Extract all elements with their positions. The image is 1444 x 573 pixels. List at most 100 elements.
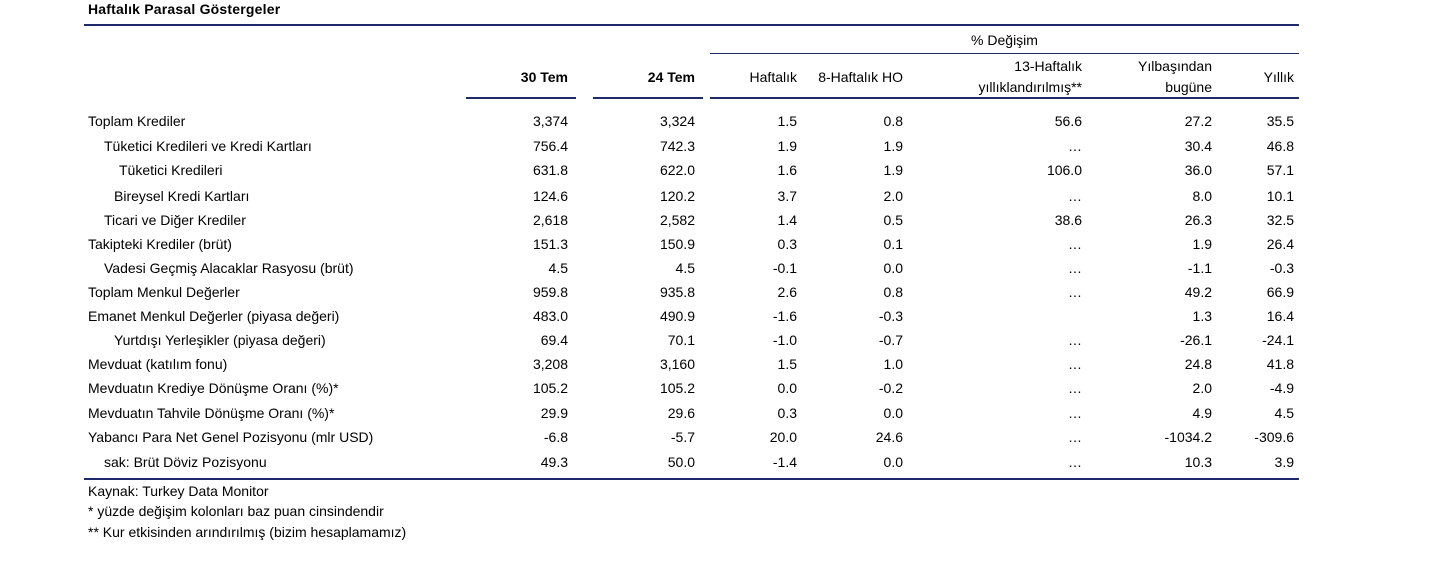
row-label: Toplam Menkul Değerler — [88, 284, 240, 300]
row-label: Mevduat (katılım fonu) — [88, 356, 228, 372]
cell-8-haftalik-ho: -0.7 — [878, 332, 903, 348]
cell-30-tem: 4.5 — [548, 260, 568, 276]
cell-yillik: 35.5 — [1266, 113, 1294, 129]
row-label: Vadesi Geçmiş Alacaklar Rasyosu (brüt) — [104, 260, 354, 276]
cell-24-tem: -5.7 — [670, 429, 695, 445]
cell-8-haftalik-ho: 0.0 — [883, 454, 903, 470]
cell-haftalik: -1.6 — [772, 308, 797, 324]
table-row: Mevduatın Tahvile Dönüşme Oranı (%)* 29.… — [0, 403, 1444, 423]
table-row: Mevduatın Krediye Dönüşme Oranı (%)* 105… — [0, 378, 1444, 398]
cell-yilbasindan: 10.3 — [1184, 454, 1212, 470]
row-label: Toplam Krediler — [88, 113, 186, 129]
cell-13-haftalik: 56.6 — [1054, 113, 1082, 129]
cell-8-haftalik-ho: 1.9 — [883, 162, 903, 178]
cell-yillik: 26.4 — [1266, 236, 1294, 252]
cell-13-haftalik: … — [1068, 284, 1082, 300]
table-title: Haftalık Parasal Göstergeler — [88, 1, 281, 17]
table-row: Vadesi Geçmiş Alacaklar Rasyosu (brüt) 4… — [0, 258, 1444, 278]
cell-30-tem: 959.8 — [532, 284, 568, 300]
row-label: Tüketici Kredileri ve Kredi Kartları — [104, 138, 312, 154]
cell-30-tem: 3,208 — [532, 356, 568, 372]
cell-yillik: 66.9 — [1266, 284, 1294, 300]
cell-24-tem: 120.2 — [659, 188, 695, 204]
table-row: Mevduat (katılım fonu) 3,208 3,160 1.5 1… — [0, 354, 1444, 374]
cell-haftalik: -1.4 — [772, 454, 797, 470]
cell-24-tem: 70.1 — [667, 332, 695, 348]
cell-yillik: 10.1 — [1266, 188, 1294, 204]
cell-13-haftalik: … — [1068, 405, 1082, 421]
row-label: Mevduatın Krediye Dönüşme Oranı (%)* — [88, 380, 339, 396]
cell-8-haftalik-ho: 0.1 — [883, 236, 903, 252]
cell-13-haftalik: … — [1068, 429, 1082, 445]
cell-8-haftalik-ho: 0.8 — [883, 113, 903, 129]
cell-yillik: 4.5 — [1274, 405, 1294, 421]
cell-8-haftalik-ho: 24.6 — [875, 429, 903, 445]
cell-yillik: 32.5 — [1266, 212, 1294, 228]
cell-yilbasindan: 36.0 — [1184, 162, 1212, 178]
table-row: Yabancı Para Net Genel Pozisyonu (mlr US… — [0, 427, 1444, 447]
cell-8-haftalik-ho: -0.2 — [878, 380, 903, 396]
cell-13-haftalik: … — [1068, 138, 1082, 154]
cell-haftalik: 1.5 — [777, 113, 797, 129]
cell-yilbasindan: 8.0 — [1192, 188, 1212, 204]
table-row: Tüketici Kredileri ve Kredi Kartları 756… — [0, 136, 1444, 156]
cell-13-haftalik: … — [1068, 380, 1082, 396]
cell-8-haftalik-ho: 0.5 — [883, 212, 903, 228]
cell-30-tem: 2,618 — [532, 212, 568, 228]
cell-yilbasindan: -1034.2 — [1164, 429, 1212, 445]
cell-haftalik: 0.3 — [777, 405, 797, 421]
table-row: Tüketici Kredileri 631.8 622.0 1.6 1.9 1… — [0, 160, 1444, 180]
cell-13-haftalik: … — [1068, 236, 1082, 252]
cell-13-haftalik: … — [1068, 260, 1082, 276]
cell-yilbasindan: 1.9 — [1192, 236, 1212, 252]
cell-30-tem: 29.9 — [540, 405, 568, 421]
cell-30-tem: -6.8 — [543, 429, 568, 445]
cell-30-tem: 124.6 — [532, 188, 568, 204]
cell-yilbasindan: 30.4 — [1184, 138, 1212, 154]
cell-30-tem: 69.4 — [540, 332, 568, 348]
table-row: Ticari ve Diğer Krediler 2,618 2,582 1.4… — [0, 210, 1444, 230]
cell-haftalik: 3.7 — [777, 188, 797, 204]
cell-haftalik: -0.1 — [772, 260, 797, 276]
cell-yillik: 46.8 — [1266, 138, 1294, 154]
cell-24-tem: 622.0 — [659, 162, 695, 178]
cell-30-tem: 105.2 — [532, 380, 568, 396]
col-header-yillik: Yıllık — [1263, 69, 1294, 85]
cell-30-tem: 3,374 — [532, 113, 568, 129]
table-row: Toplam Menkul Değerler 959.8 935.8 2.6 0… — [0, 282, 1444, 302]
cell-haftalik: 2.6 — [777, 284, 797, 300]
cell-haftalik: 1.6 — [777, 162, 797, 178]
cell-24-tem: 105.2 — [659, 380, 695, 396]
cell-8-haftalik-ho: 1.9 — [883, 138, 903, 154]
row-label: sak: Brüt Döviz Pozisyonu — [104, 454, 267, 470]
row-label: Mevduatın Tahvile Dönüşme Oranı (%)* — [88, 405, 335, 421]
cell-yilbasindan: 24.8 — [1184, 356, 1212, 372]
cell-13-haftalik: … — [1068, 356, 1082, 372]
header-rule-col2 — [593, 97, 703, 99]
cell-yilbasindan: 49.2 — [1184, 284, 1212, 300]
row-label: Bireysel Kredi Kartları — [114, 188, 250, 204]
cell-24-tem: 490.9 — [659, 308, 695, 324]
cell-30-tem: 631.8 — [532, 162, 568, 178]
source-note: Kaynak: Turkey Data Monitor — [88, 483, 269, 499]
top-rule — [84, 24, 1299, 26]
cell-haftalik: 1.9 — [777, 138, 797, 154]
cell-haftalik: 1.5 — [777, 356, 797, 372]
row-label: Emanet Menkul Değerler (piyasa değeri) — [88, 308, 340, 324]
cell-yillik: 57.1 — [1266, 162, 1294, 178]
col-header-24-tem: 24 Tem — [647, 69, 695, 85]
header-rule-col1 — [466, 97, 576, 99]
cell-30-tem: 483.0 — [532, 308, 568, 324]
table-row: Toplam Krediler 3,374 3,324 1.5 0.8 56.6… — [0, 111, 1444, 131]
cell-24-tem: 29.6 — [667, 405, 695, 421]
cell-haftalik: 1.4 — [777, 212, 797, 228]
cell-yillik: -24.1 — [1262, 332, 1294, 348]
bottom-rule — [84, 478, 1299, 480]
cell-13-haftalik: 38.6 — [1054, 212, 1082, 228]
cell-yillik: -4.9 — [1269, 380, 1294, 396]
cell-yillik: 41.8 — [1266, 356, 1294, 372]
header-rule-pct-change — [710, 97, 1299, 99]
table-row: Emanet Menkul Değerler (piyasa değeri) 4… — [0, 306, 1444, 326]
cell-yillik: 3.9 — [1274, 454, 1294, 470]
cell-24-tem: 4.5 — [675, 260, 695, 276]
